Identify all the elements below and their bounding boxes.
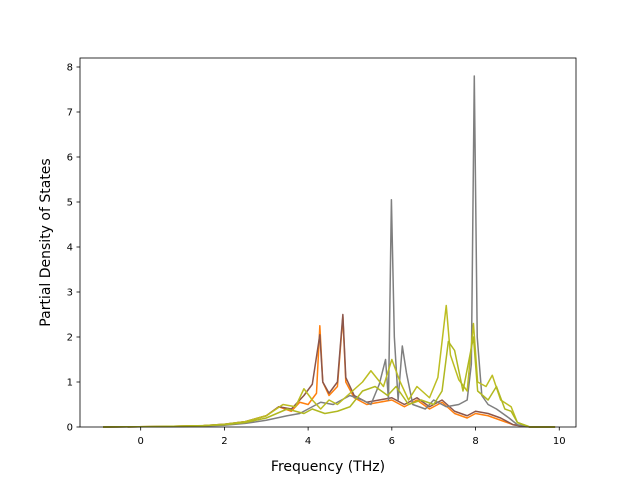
y-tick-label: 4: [67, 243, 73, 254]
y-tick-label: 8: [67, 63, 73, 74]
series-layer: [103, 75, 556, 428]
y-tick-label: 6: [67, 153, 73, 164]
y-tick-label: 3: [67, 288, 73, 299]
tick-layer: 0 2 4 6 8 10 0 1 2 3 4 5 6 7 8: [67, 63, 566, 448]
x-tick-label: 10: [553, 436, 566, 447]
series-line-2: [103, 313, 556, 428]
y-tick-label: 5: [67, 198, 73, 209]
x-tick-label: 6: [389, 436, 395, 447]
y-axis-title: Partial Density of States: [38, 158, 54, 326]
y-tick-label: 7: [67, 108, 73, 119]
x-axis-title: Frequency (THz): [271, 459, 385, 475]
plot-frame: [79, 57, 577, 428]
y-tick-label: 0: [67, 423, 73, 434]
x-tick-label: 0: [138, 436, 144, 447]
y-tick-label: 1: [67, 378, 73, 389]
series-line-3: [103, 75, 556, 428]
x-tick-label: 8: [472, 436, 478, 447]
series-line-4: [103, 304, 556, 428]
x-tick-label: 2: [221, 436, 227, 447]
y-tick-label: 2: [67, 333, 73, 344]
series-line-1: [103, 316, 556, 428]
series-line-5: [103, 336, 556, 428]
x-tick-label: 4: [305, 436, 311, 447]
